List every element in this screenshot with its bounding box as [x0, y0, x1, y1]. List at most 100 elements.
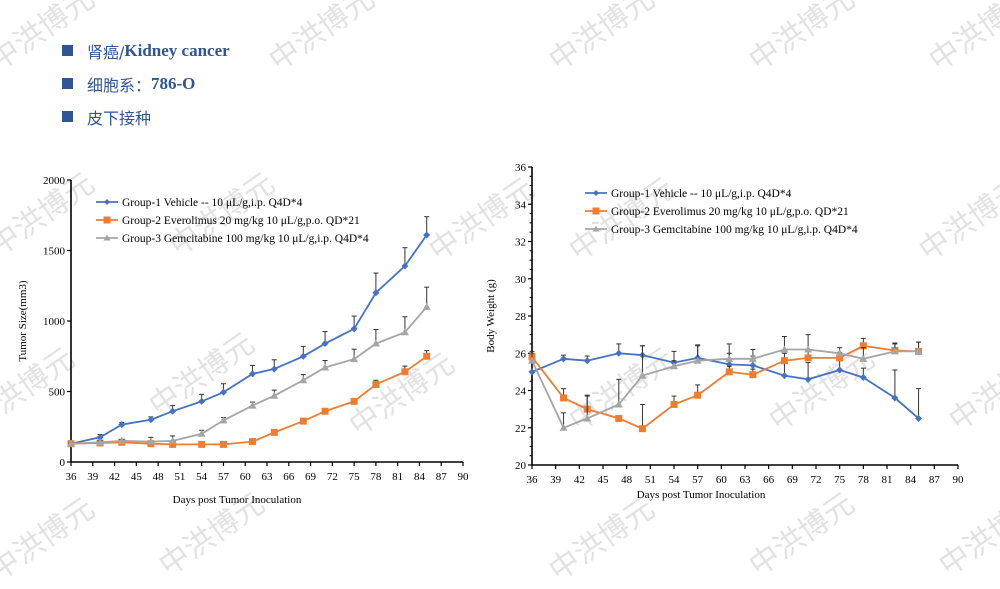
data-point-triangle	[270, 391, 279, 399]
header-item-cell-line: 细胞系： 786-O	[62, 67, 230, 100]
data-point-diamond	[780, 372, 788, 380]
x-tick-label: 54	[196, 471, 208, 483]
x-tick-label: 78	[370, 471, 382, 483]
x-tick-label: 42	[109, 471, 120, 483]
data-point-diamond	[401, 262, 409, 270]
x-tick-label: 63	[740, 474, 752, 486]
series-line-2	[70, 355, 428, 446]
legend-marker-triangle	[592, 225, 600, 232]
data-point-square	[638, 425, 646, 433]
data-point-triangle	[835, 349, 844, 357]
x-tick-label: 36	[527, 474, 539, 486]
data-point-diamond	[915, 414, 923, 422]
x-axis-label: Days post Tumor Inoculation	[173, 494, 302, 506]
data-point-diamond	[528, 368, 536, 376]
header-label: 皮下接种	[87, 108, 152, 128]
y-tick-label: 32	[515, 237, 526, 249]
x-tick-label: 48	[153, 471, 165, 483]
x-tick-label: 39	[87, 471, 99, 483]
x-tick-label: 45	[131, 471, 143, 483]
y-tick-label: 28	[515, 311, 527, 323]
legend-marker-square	[592, 207, 600, 215]
data-point-triangle	[422, 302, 431, 310]
data-point-diamond	[96, 433, 104, 441]
series-group-3	[67, 286, 431, 447]
data-point-diamond	[270, 365, 278, 373]
x-tick-label: 57	[218, 471, 230, 483]
data-point-triangle	[67, 439, 75, 447]
data-point-diamond	[147, 416, 155, 424]
square-bullet-icon	[62, 78, 73, 89]
data-point-square	[321, 407, 329, 415]
data-point-square	[560, 394, 568, 402]
legend-label: Group-2 Everolimus 20 mg/kg 10 μL/g,p.o.…	[122, 215, 360, 227]
x-tick-label: 60	[240, 471, 252, 483]
y-tick-label: 26	[515, 348, 527, 360]
data-point-diamond	[198, 397, 206, 405]
x-tick-label: 60	[716, 474, 728, 486]
y-tick-label: 24	[515, 386, 527, 398]
data-point-square	[423, 352, 431, 360]
x-tick-label: 51	[174, 471, 185, 483]
series-group-1	[528, 343, 923, 422]
data-point-diamond	[169, 407, 177, 415]
x-tick-label: 48	[621, 474, 633, 486]
x-tick-label: 69	[305, 471, 317, 483]
data-point-square	[299, 417, 307, 425]
data-point-triangle	[96, 438, 105, 446]
data-point-triangle	[890, 347, 899, 355]
y-axis-label: Tumor Size(mm3)	[17, 280, 29, 362]
legend-marker-square	[103, 216, 111, 224]
y-tick-label: 1500	[43, 246, 66, 258]
data-point-triangle	[219, 416, 228, 424]
square-bullet-icon	[62, 45, 73, 56]
data-point-triangle	[168, 436, 177, 444]
data-point-square	[836, 354, 844, 362]
series-group-3	[528, 334, 923, 431]
data-point-diamond	[321, 340, 329, 348]
data-point-diamond	[423, 231, 431, 239]
legend-marker-triangle	[103, 234, 111, 241]
x-tick-label: 36	[66, 471, 78, 483]
data-point-square	[350, 397, 358, 405]
data-point-square	[198, 440, 206, 448]
y-axis-label: Body Weight (g)	[485, 279, 497, 353]
data-point-triangle	[321, 363, 330, 371]
data-point-square	[270, 428, 278, 436]
x-tick-label: 51	[645, 474, 656, 486]
data-point-square	[780, 357, 788, 365]
data-point-diamond	[248, 370, 256, 378]
charts-canvas: 36 39 42 45 48 51 54 57 60 63 66 69 72 75 78 81 84 87 90 0 5…	[17, 162, 964, 506]
legend-label: Group-3 Gemcitabine 100 mg/kg 10 μL/g,i.…	[611, 224, 858, 236]
chart-body-weight: 36 39 42 45 48 51 54 57 60 63 66 69 72 75 78 81 84 87 90 20…	[485, 162, 964, 501]
legend-label: Group-1 Vehicle -- 10 μL/g,i.p. Q4D*4	[122, 197, 303, 209]
data-point-square	[169, 440, 177, 448]
data-point-square	[219, 440, 227, 448]
data-point-diamond	[804, 375, 812, 383]
x-tick-label: 84	[905, 474, 917, 486]
y-tick-label: 34	[515, 199, 527, 211]
data-point-triangle	[400, 328, 409, 336]
legend: Group-1 Vehicle -- 10 μL/g,i.p. Q4D*4 Gro…	[585, 188, 858, 236]
legend-label: Group-3 Gemcitabine 100 mg/kg 10 μL/g,i.…	[122, 233, 369, 245]
x-tick-label: 81	[882, 474, 893, 486]
data-point-triangle	[804, 345, 813, 353]
data-point-diamond	[118, 421, 126, 429]
data-point-square	[725, 368, 733, 376]
data-point-diamond	[350, 325, 358, 333]
header-item-inoculation: 皮下接种	[62, 100, 230, 133]
y-tick-label: 36	[515, 162, 527, 174]
data-point-square	[615, 414, 623, 422]
data-point-triangle	[780, 345, 789, 353]
x-tick-label: 42	[574, 474, 585, 486]
data-point-triangle	[197, 429, 206, 437]
data-point-triangle	[725, 354, 734, 362]
data-point-triangle	[693, 356, 702, 364]
x-tick-label: 54	[669, 474, 681, 486]
data-point-triangle	[614, 400, 623, 408]
data-point-diamond	[372, 289, 380, 297]
x-axis-label: Days post Tumor Inoculation	[637, 489, 766, 501]
y-tick-label: 0	[60, 457, 66, 469]
data-point-triangle	[248, 401, 257, 409]
legend-marker-diamond	[104, 199, 110, 205]
